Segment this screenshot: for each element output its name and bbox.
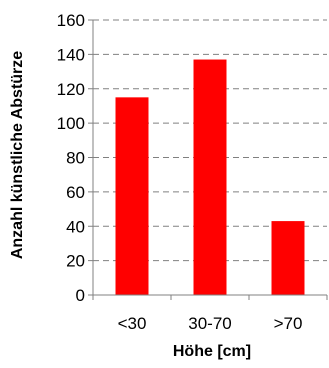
bars — [115, 59, 305, 295]
y-tick-label: 120 — [57, 80, 85, 99]
bar — [115, 97, 149, 295]
x-tick-label: 30-70 — [188, 314, 231, 333]
x-tick-label: >70 — [274, 314, 303, 333]
x-axis-title: Höhe [cm] — [173, 343, 251, 360]
y-tick-label: 80 — [66, 149, 85, 168]
axes — [88, 19, 328, 300]
x-tick-labels: <30 30-70 >70 — [118, 314, 303, 333]
y-tick-label: 0 — [76, 286, 85, 305]
bar — [271, 221, 305, 295]
y-tick-label: 100 — [57, 114, 85, 133]
y-tick-labels: 0 20 40 60 80 100 120 140 160 — [57, 11, 85, 305]
y-tick-label: 60 — [66, 183, 85, 202]
y-tick-label: 40 — [66, 217, 85, 236]
y-axis-title: Anzahl künstliche Abstürze — [9, 51, 26, 259]
y-tick-label: 160 — [57, 11, 85, 30]
y-tick-label: 140 — [57, 45, 85, 64]
bar — [193, 59, 227, 295]
y-tick-label: 20 — [66, 252, 85, 271]
x-tick-label: <30 — [118, 314, 147, 333]
